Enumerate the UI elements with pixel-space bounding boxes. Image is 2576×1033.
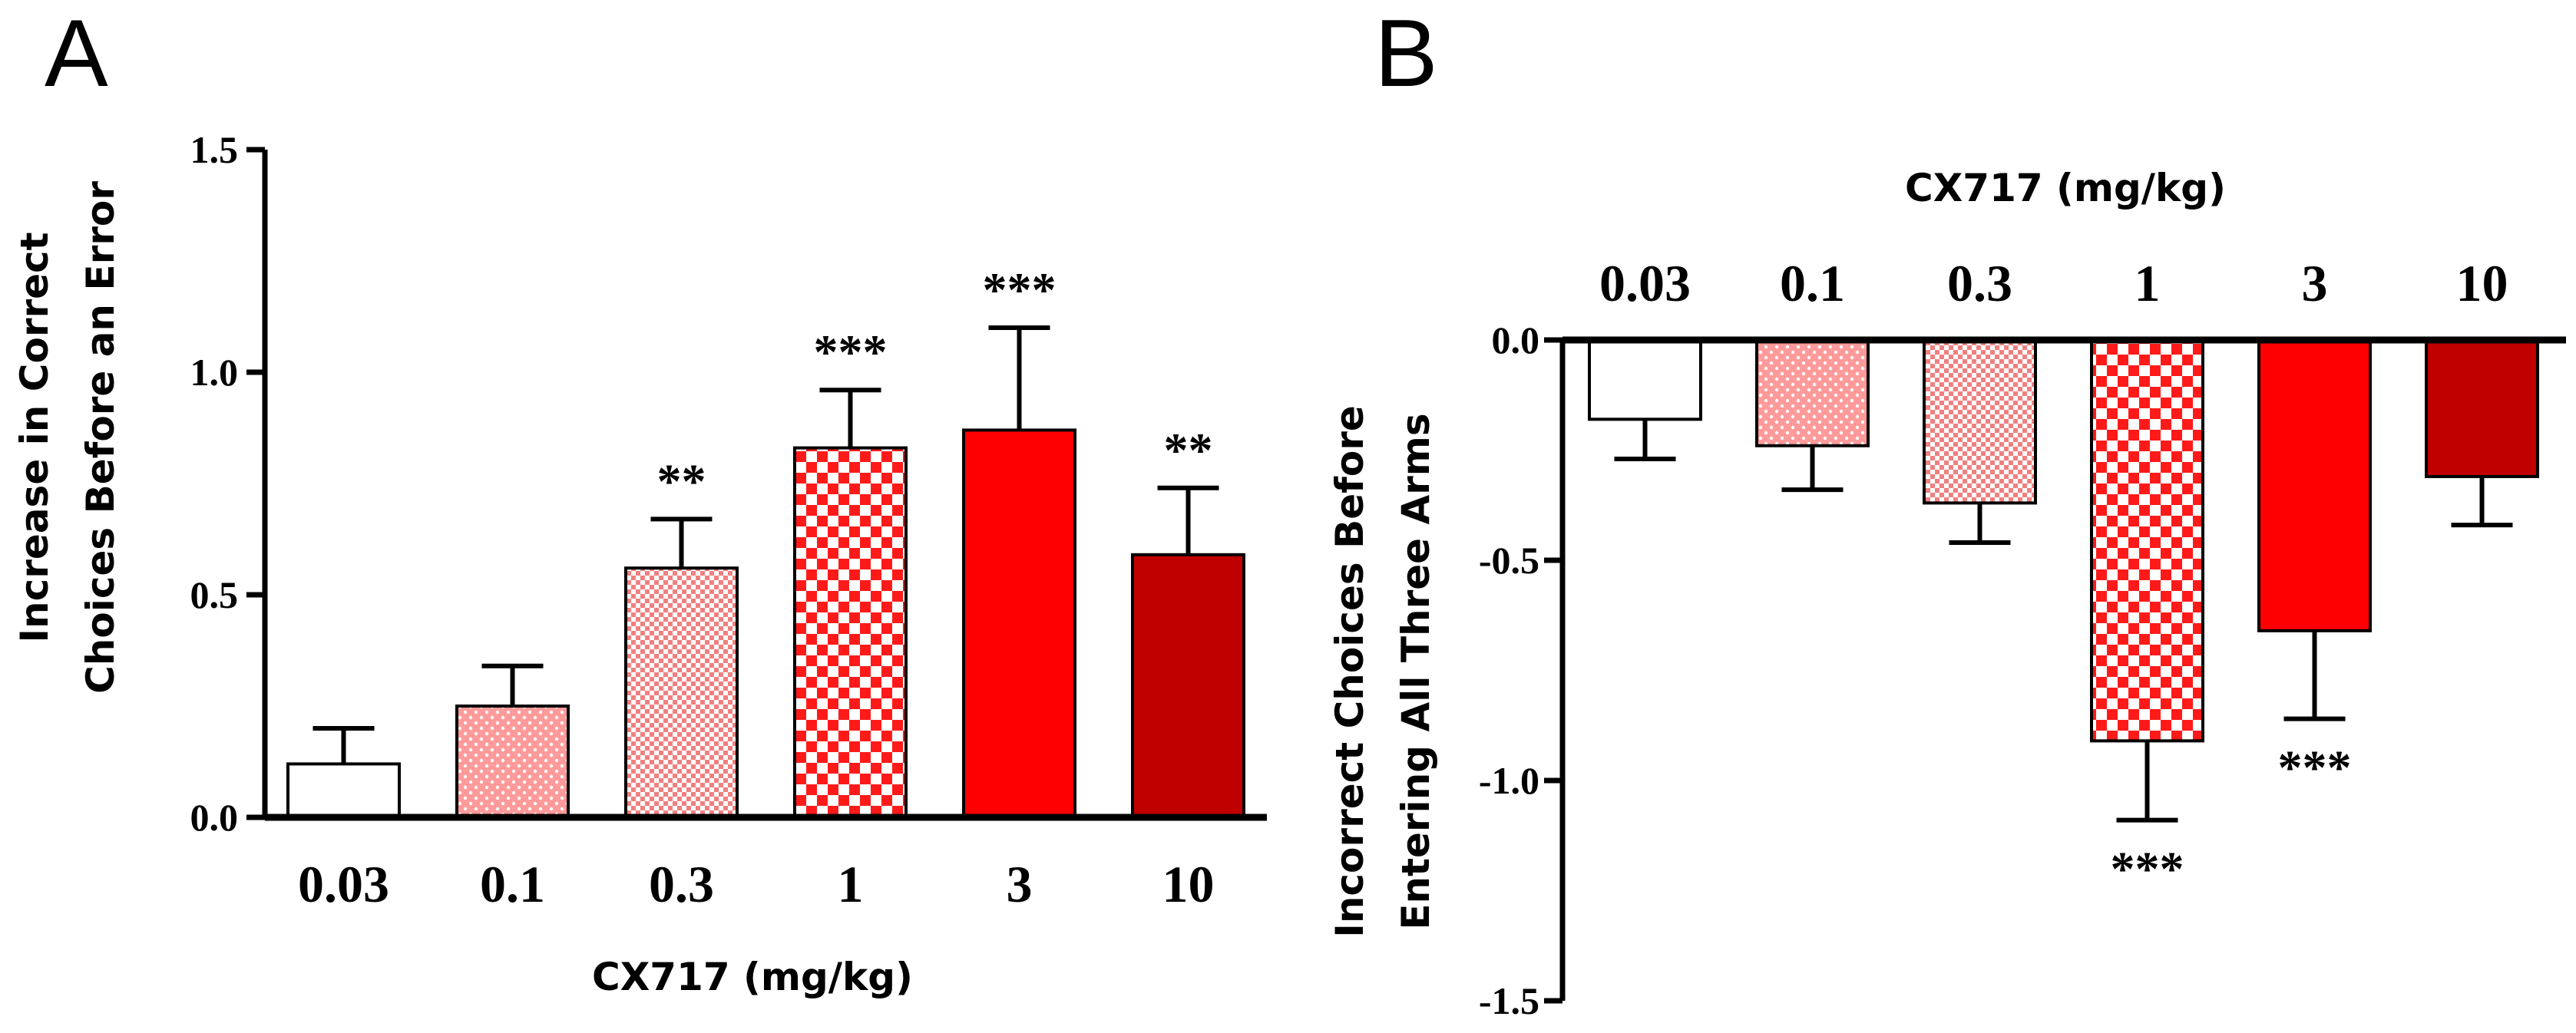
panel-b: B Incorrect Choices Before Entering All … — [1328, 1, 2566, 1022]
panel-b-axes — [1559, 336, 2566, 1001]
panel-a-xlabel: CX717 (mg/kg) — [592, 955, 913, 999]
panel-a-axes — [262, 150, 1267, 821]
bar-b-0.1 — [1755, 338, 1870, 447]
x-tick-label-a-3: 3 — [1007, 855, 1033, 913]
x-tick-label-a-0.3: 0.3 — [649, 855, 714, 913]
panel-b-y-tick-label: -1.0 — [1479, 759, 1539, 802]
x-tick-label-b-1: 1 — [2135, 254, 2161, 312]
panel-b-y-ticks: 0.0 -0.5 -1.0 -1.5 — [1479, 318, 1562, 1022]
panel-b-x-tick-labels: 0.03 0.1 0.3 1 3 10 — [1599, 254, 2508, 312]
panel-a-bars: ********** — [286, 262, 1245, 820]
panel-b-y-tick-label: 0.0 — [1492, 318, 1540, 361]
significance-label-b-3: *** — [2278, 741, 2352, 795]
bar-a-10 — [1131, 553, 1245, 819]
bar-a-1 — [793, 446, 908, 819]
bar-a-0.3 — [624, 566, 739, 819]
bar-b-0.3 — [1923, 338, 2037, 505]
panel-letter-b: B — [1374, 1, 1438, 107]
x-tick-label-b-10: 10 — [2456, 254, 2508, 312]
bar-b-0.03 — [1588, 338, 1702, 421]
x-tick-label-b-0.1: 0.1 — [1780, 254, 1845, 312]
bar-b-10 — [2425, 338, 2539, 478]
x-tick-label-b-0.3: 0.3 — [1947, 254, 2012, 312]
significance-label-a-10: ** — [1164, 423, 1213, 477]
x-tick-label-a-10: 10 — [1162, 855, 1215, 913]
panel-b-y-tick-label: -0.5 — [1479, 539, 1539, 582]
significance-label-a-1: *** — [814, 325, 888, 379]
panel-b-xlabel: CX717 (mg/kg) — [1905, 166, 2226, 210]
panel-b-ylabel-line1: Incorrect Choices Before — [1328, 405, 1372, 938]
x-tick-label-a-0.03: 0.03 — [298, 855, 389, 913]
x-tick-label-a-1: 1 — [838, 855, 864, 913]
bar-a-3 — [962, 428, 1076, 820]
significance-label-a-0.3: ** — [657, 454, 706, 508]
panel-b-y-tick-label: -1.5 — [1479, 979, 1539, 1022]
panel-a-y-tick-label: 1.0 — [190, 351, 239, 394]
panel-a-ylabel-line2: Choices Before an Error — [78, 181, 123, 694]
bar-b-3 — [2257, 338, 2372, 632]
x-tick-label-b-3: 3 — [2302, 254, 2328, 312]
panel-b-bars: *** *** — [1588, 338, 2539, 896]
panel-a-x-tick-labels: 0.03 0.1 0.3 1 3 10 — [298, 855, 1215, 913]
bar-b-1 — [2090, 338, 2204, 743]
panel-b-ylabel-line2: Entering All Three Arms — [1394, 413, 1438, 929]
panel-a-y-tick-label: 1.5 — [190, 128, 239, 171]
panel-a-y-tick-label: 0.0 — [190, 796, 239, 839]
panel-a-y-ticks: 0.0 0.5 1.0 1.5 — [190, 128, 265, 839]
bar-a-0.1 — [455, 705, 570, 819]
panel-a-ylabel-line1: Increase in Correct — [12, 232, 57, 642]
x-tick-label-b-0.03: 0.03 — [1599, 254, 1691, 312]
panel-b-ylabel: Incorrect Choices Before Entering All Th… — [1328, 405, 1438, 938]
significance-label-b-1: *** — [2111, 842, 2184, 896]
panel-letter-a: A — [45, 1, 108, 107]
significance-label-a-3: *** — [983, 262, 1057, 317]
panel-a: A Increase in Correct Choices Before an … — [12, 1, 1267, 999]
panel-a-ylabel: Increase in Correct Choices Before an Er… — [12, 181, 123, 694]
panel-a-y-tick-label: 0.5 — [190, 573, 239, 616]
x-tick-label-a-0.1: 0.1 — [480, 855, 545, 913]
bar-a-0.03 — [286, 762, 401, 820]
